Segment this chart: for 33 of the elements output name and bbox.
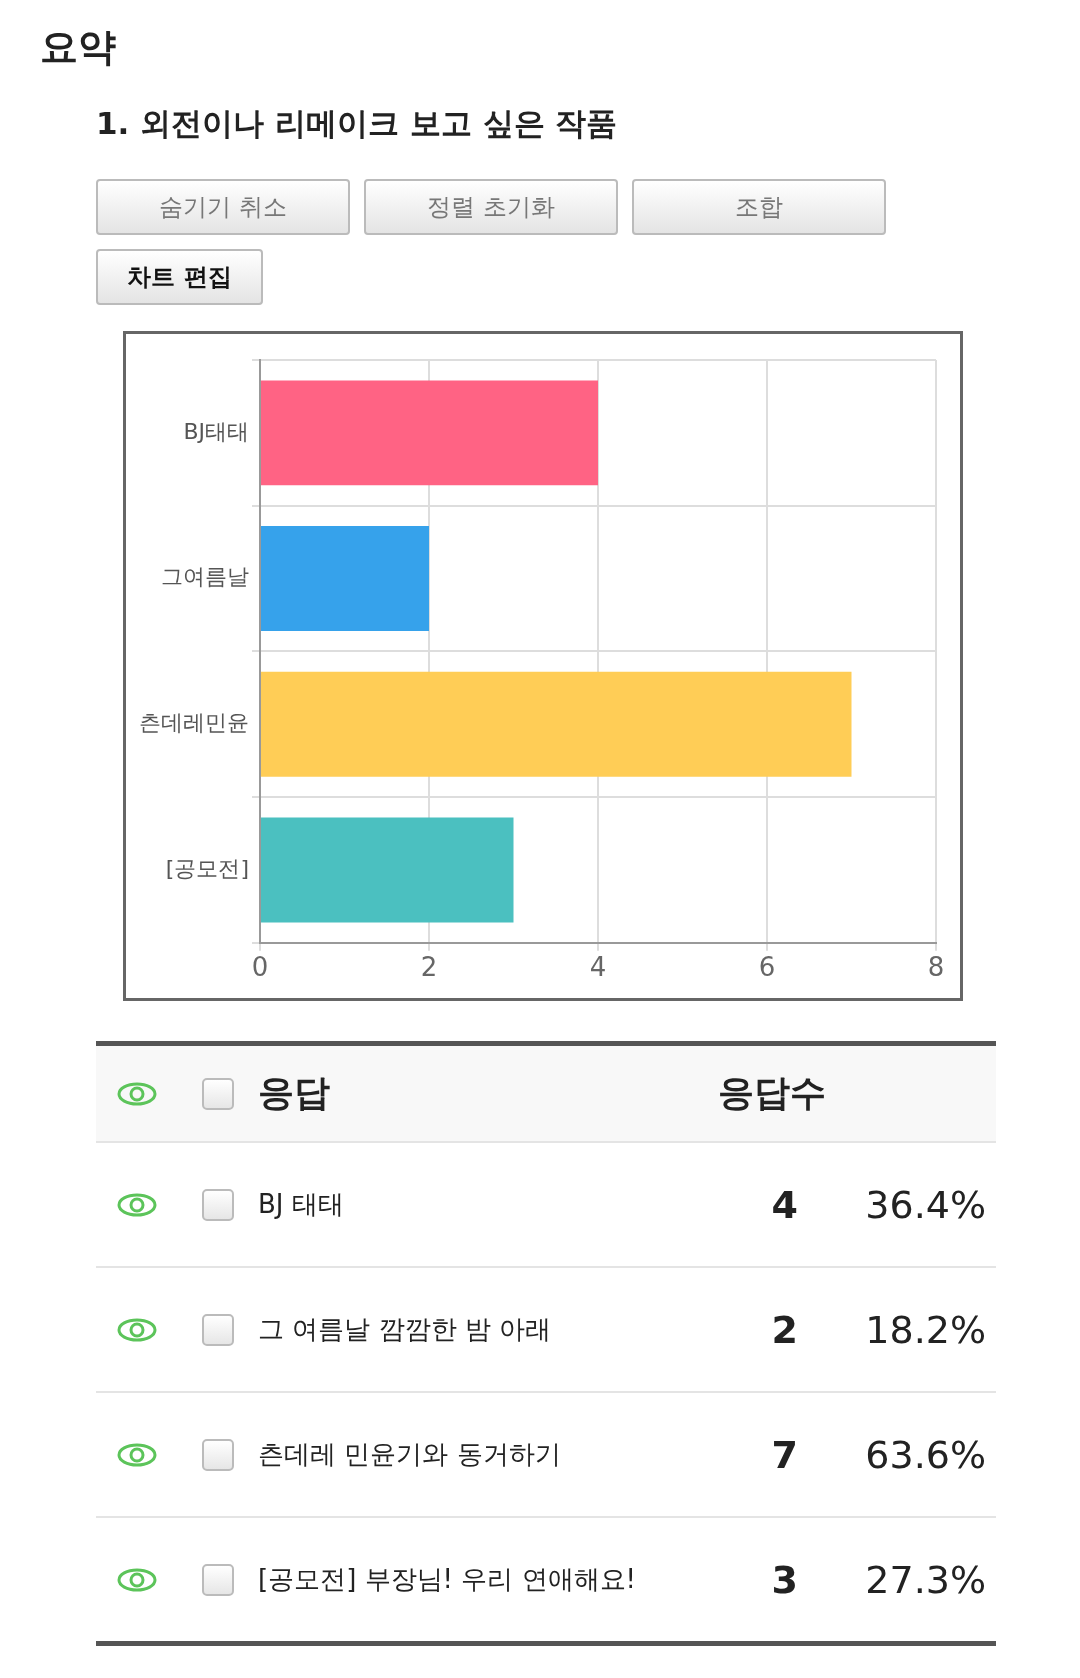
chart-subtitle: 1. 외전이나 리메이크 보고 싶은 작품 [96, 104, 619, 143]
bar [261, 380, 598, 486]
text: 3 [770, 1557, 798, 1602]
text: 7 [770, 1432, 798, 1477]
y-tick-label: [공모전] [165, 855, 249, 881]
text: 조합 [632, 179, 886, 235]
text: BJ 태태 [258, 1188, 345, 1221]
text: 숨기기 취소 [96, 179, 350, 235]
x-tick-label: 6 [758, 952, 776, 983]
text: 4 [770, 1182, 798, 1227]
bar [261, 817, 514, 923]
chart-title: 요약 [40, 24, 117, 71]
text: [공모전] 부장님! 우리 연애해요! [258, 1563, 637, 1596]
y-tick-label: BJ태태 [183, 418, 249, 444]
text: 응답수 [718, 1071, 826, 1115]
x-tick-label: 8 [927, 952, 945, 983]
y-tick-label: 츤데레민윤 [139, 709, 249, 735]
text: 그 여름날 깜깜한 밤 아래 [258, 1313, 553, 1346]
text: 63.6% [864, 1432, 986, 1477]
text: 27.3% [864, 1557, 986, 1602]
x-tick-label: 0 [251, 952, 269, 983]
x-tick-label: 4 [589, 952, 607, 983]
text: 차트 편집 [96, 249, 263, 305]
bar [261, 526, 429, 631]
text: 정렬 초기화 [364, 179, 618, 235]
text: 36.4% [864, 1182, 986, 1227]
y-tick-label: 그여름날 [161, 564, 249, 590]
text: 18.2% [864, 1307, 986, 1352]
x-tick-label: 2 [420, 952, 438, 983]
text: 응답 [258, 1071, 331, 1115]
bar [261, 671, 852, 777]
text: 츤데레 민윤기와 동거하기 [258, 1438, 562, 1471]
text: 2 [770, 1307, 798, 1352]
